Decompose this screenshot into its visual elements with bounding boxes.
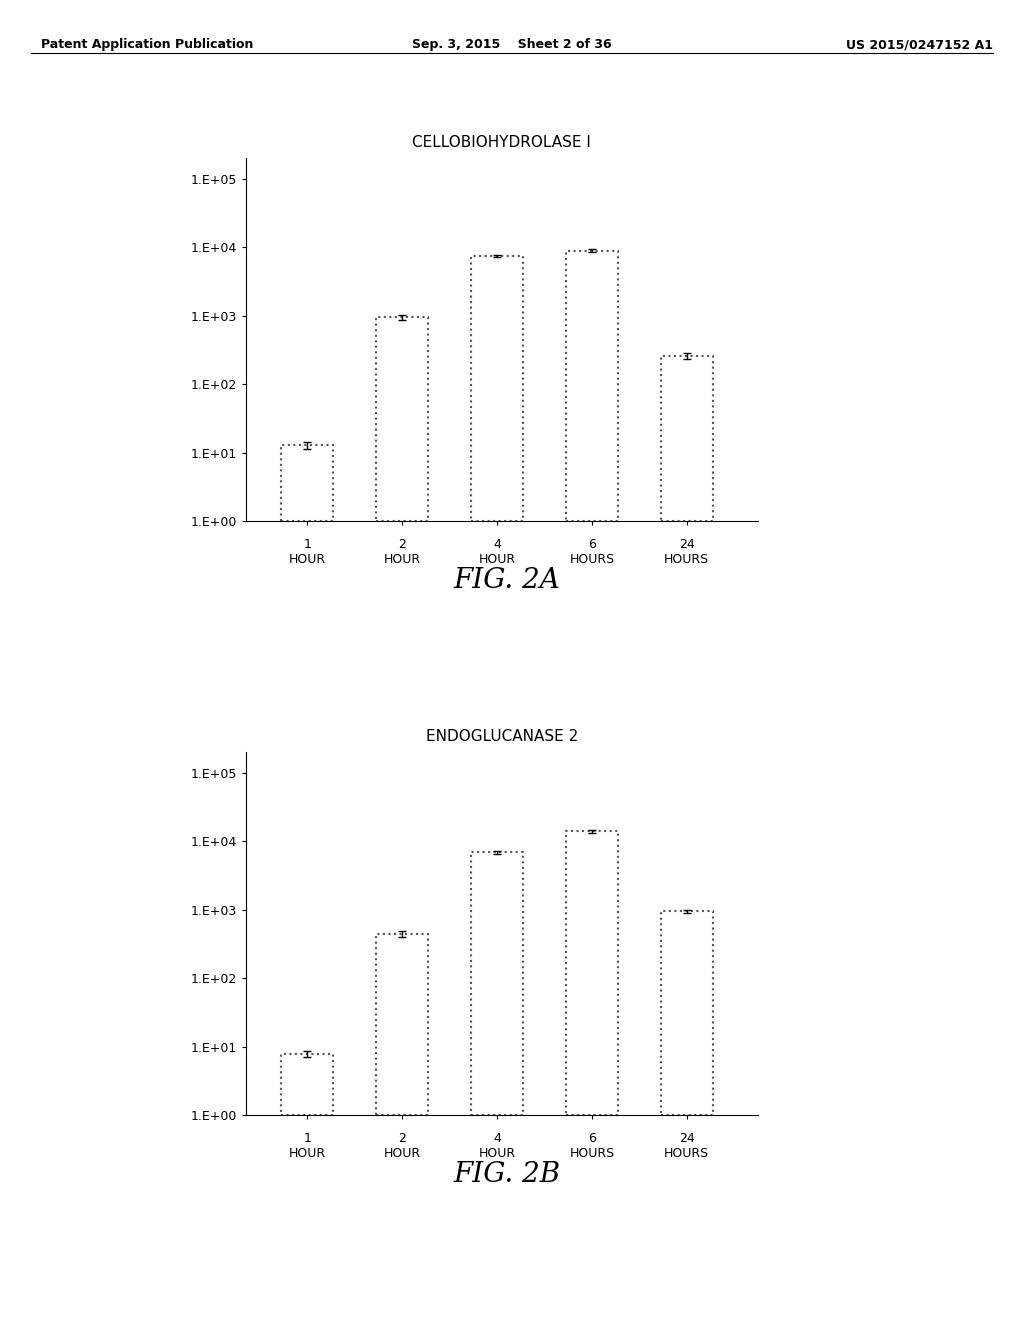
Text: HOUR: HOUR	[384, 553, 421, 566]
Bar	[471, 256, 523, 521]
Text: 24: 24	[679, 539, 694, 550]
Text: HOUR: HOUR	[289, 553, 326, 566]
Title: CELLOBIOHYDROLASE I: CELLOBIOHYDROLASE I	[413, 135, 591, 150]
Text: HOUR: HOUR	[478, 553, 515, 566]
Text: HOURS: HOURS	[569, 553, 614, 566]
Text: Patent Application Publication: Patent Application Publication	[41, 38, 253, 51]
Text: FIG. 2A: FIG. 2A	[454, 568, 560, 594]
Bar	[565, 832, 617, 1115]
Text: 6: 6	[588, 539, 596, 550]
Bar	[660, 912, 713, 1115]
Text: 4: 4	[494, 539, 501, 550]
Bar	[282, 1053, 334, 1115]
Text: 1: 1	[303, 539, 311, 550]
Text: 2: 2	[398, 539, 407, 550]
Text: HOUR: HOUR	[384, 1147, 421, 1160]
Bar	[660, 356, 713, 521]
Bar	[282, 445, 334, 521]
Bar	[376, 933, 428, 1115]
Bar	[565, 251, 617, 521]
Text: HOURS: HOURS	[665, 553, 710, 566]
Text: US 2015/0247152 A1: US 2015/0247152 A1	[846, 38, 993, 51]
Title: ENDOGLUCANASE 2: ENDOGLUCANASE 2	[426, 729, 578, 744]
Text: HOUR: HOUR	[478, 1147, 515, 1160]
Text: 1: 1	[303, 1133, 311, 1144]
Text: 4: 4	[494, 1133, 501, 1144]
Bar	[471, 853, 523, 1115]
Text: Sep. 3, 2015    Sheet 2 of 36: Sep. 3, 2015 Sheet 2 of 36	[413, 38, 611, 51]
Text: 6: 6	[588, 1133, 596, 1144]
Text: 24: 24	[679, 1133, 694, 1144]
Bar	[376, 318, 428, 521]
Text: 2: 2	[398, 1133, 407, 1144]
Text: HOURS: HOURS	[665, 1147, 710, 1160]
Text: HOURS: HOURS	[569, 1147, 614, 1160]
Text: HOUR: HOUR	[289, 1147, 326, 1160]
Text: FIG. 2B: FIG. 2B	[454, 1162, 560, 1188]
